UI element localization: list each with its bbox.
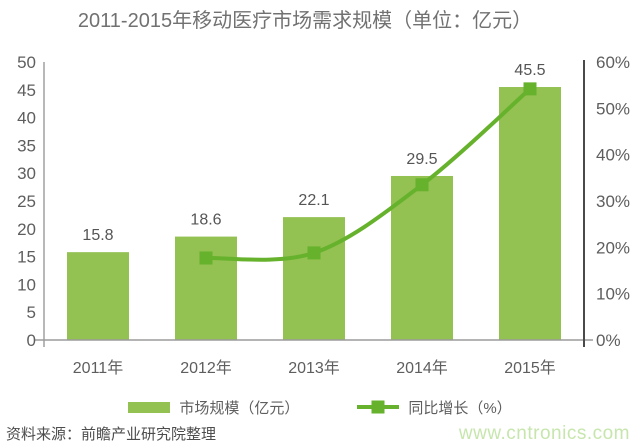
growth-line-marker [307, 246, 321, 260]
growth-line [204, 86, 532, 262]
bar-2014年 [391, 175, 453, 340]
right-axis-tick-label: 10% [596, 285, 630, 304]
left-axis-tick-label: 10 [17, 275, 36, 294]
x-axis-label: 2011年 [73, 359, 123, 377]
x-axis-label: 2013年 [288, 359, 340, 377]
legend-item-growth: 同比增长（%） [357, 397, 512, 418]
footer: 资料来源：前瞻产业研究院整理 www.cntronics.com [6, 423, 630, 445]
left-axis-tick-label: 0 [27, 331, 36, 350]
x-axis-label: 2015年 [504, 359, 556, 377]
right-axis-tick-label: 50% [596, 99, 630, 118]
x-axis-label: 2012年 [180, 359, 232, 377]
watermark: www.cntronics.com [458, 423, 630, 444]
chart-title: 2011-2015年移动医疗市场需求规模（单位：亿元） [77, 10, 533, 32]
growth-line-marker [199, 251, 213, 265]
legend-item-market-size: 市场规模（亿元） [128, 397, 299, 418]
left-axis-tick-label: 25 [17, 192, 36, 211]
bar-2015年 [499, 87, 561, 341]
legend: 市场规模（亿元） 同比增长（%） [0, 396, 640, 418]
bar-value-label: 45.5 [514, 62, 545, 79]
left-axis-tick-label: 45 [17, 81, 36, 100]
right-axis-tick-label: 20% [596, 238, 630, 257]
left-axis-tick-label: 50 [17, 53, 36, 72]
growth-line-marker [523, 82, 537, 96]
legend-label-growth: 同比增长（%） [408, 399, 512, 417]
right-axis-tick-label: 60% [596, 53, 630, 72]
bar-legend-swatch [128, 401, 171, 413]
x-axis-label: 2014年 [396, 359, 448, 377]
left-axis-tick-label: 35 [17, 136, 36, 155]
left-axis-tick-label: 15 [17, 248, 36, 267]
left-axis-tick-label: 20 [17, 220, 36, 239]
legend-label-market-size: 市场规模（亿元） [179, 399, 300, 417]
bar-2013年 [283, 217, 345, 340]
source-note: 资料来源：前瞻产业研究院整理 [6, 426, 217, 443]
left-axis-tick-label: 5 [27, 303, 36, 322]
bar-value-label: 29.5 [406, 151, 437, 168]
right-axis-tick-label: 30% [596, 192, 630, 211]
bar-value-label: 18.6 [190, 212, 221, 229]
bar-value-label: 22.1 [298, 192, 329, 209]
left-axis-tick-label: 40 [17, 109, 36, 128]
line-legend-swatch [357, 400, 400, 414]
bar-value-label: 15.8 [82, 227, 113, 244]
left-axis-tick-label: 30 [17, 164, 36, 183]
line-marker-icon [371, 400, 385, 414]
right-axis-tick-label: 0% [596, 331, 621, 350]
bar-2011年 [67, 252, 129, 340]
growth-line-marker [415, 178, 429, 192]
right-axis-tick-label: 40% [596, 146, 630, 165]
